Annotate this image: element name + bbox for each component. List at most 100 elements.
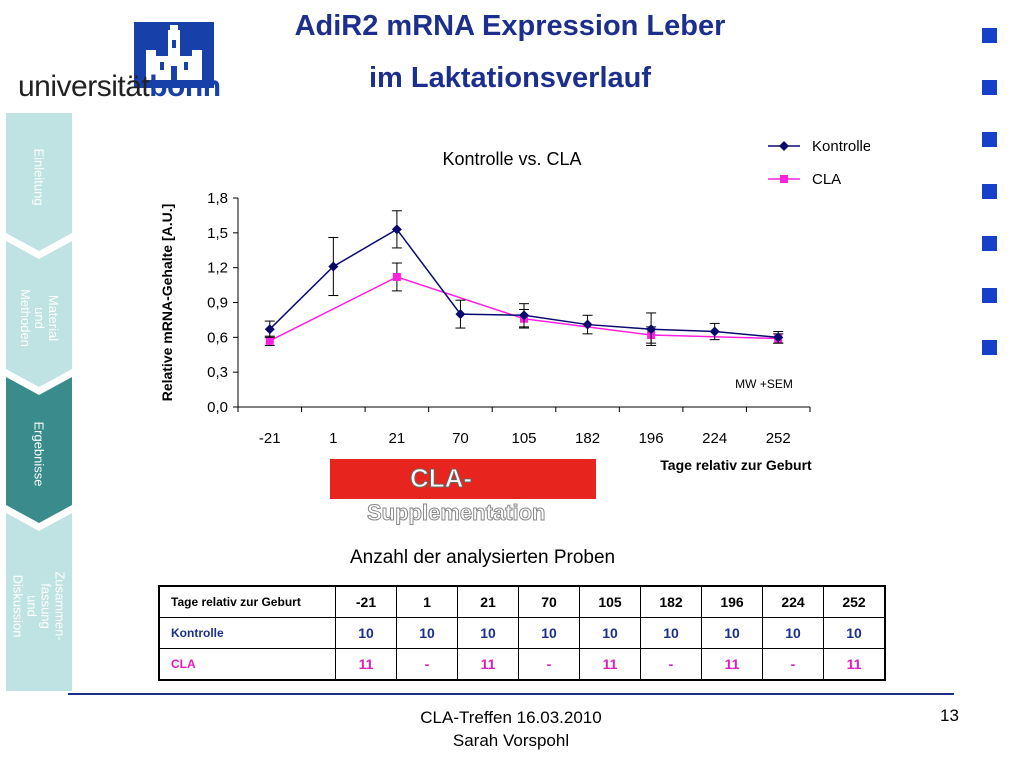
data-point-kontrolle (709, 326, 720, 337)
x-tick-label: 1 (329, 430, 337, 447)
table-cell: 10 (640, 617, 702, 649)
section-navigation-shapes (6, 113, 72, 691)
y-tick-label: 1,5 (207, 225, 228, 242)
footer-divider (68, 693, 954, 695)
nav-item-label: Einleitung (31, 148, 47, 206)
logo-wordmark: universitätbonn (18, 70, 221, 103)
footer-event: CLA-Treffen 16.03.2010 (420, 708, 602, 727)
legend-marker (779, 141, 789, 151)
footer-credits: CLA-Treffen 16.03.2010 Sarah Vorspohl (380, 706, 642, 752)
table-row-label: Tage relativ zur Geburt (158, 585, 336, 618)
square-icon (982, 340, 997, 355)
table-row-label: Kontrolle (158, 617, 336, 649)
data-point-kontrolle (582, 319, 593, 330)
expression-line-chart: Kontrolle vs. CLA 0,0 0,3 0,6 0,9 1,2 1,5 1,8 -2… (159, 138, 870, 473)
nav-shape-ergebnisse (6, 377, 72, 523)
y-tick-label: 0,6 (207, 329, 228, 346)
nav-item-label: Ergebnisse (31, 421, 47, 487)
decorative-square-column (982, 28, 998, 392)
y-tick-label: 1,2 (207, 260, 228, 277)
data-point-kontrolle (773, 332, 784, 343)
table-cell: 10 (579, 617, 641, 649)
x-tick-label: 70 (452, 430, 469, 447)
data-point-kontrolle (328, 261, 339, 272)
table-cell: 105 (579, 585, 641, 618)
y-axis-label: Relative mRNA-Gehalte [A.U.] (159, 204, 175, 402)
table-row-header: Tage relativ zur Geburt -21 1 21 70 105 … (158, 585, 886, 618)
x-tick-label: -21 (259, 430, 281, 447)
table-cell: 11 (579, 648, 641, 681)
section-navigation: Einleitung Material und Methoden Ergebni… (6, 113, 72, 691)
cla-supplementation-box (330, 459, 596, 499)
table-cell: 252 (823, 585, 886, 618)
nav-item-einleitung[interactable]: Einleitung (6, 113, 72, 241)
y-tick-label: 0,3 (207, 364, 228, 381)
table-row-label: CLA (158, 648, 336, 681)
nav-item-label: Zusammen-fassung und Diskussion (11, 571, 69, 641)
data-point-kontrolle (519, 310, 529, 321)
table-cell: 182 (640, 585, 702, 618)
table-cell: 70 (518, 585, 580, 618)
x-tick-label: 182 (575, 430, 600, 447)
y-tick-label: 1,8 (207, 190, 228, 207)
square-icon (982, 28, 997, 43)
table-cell: 21 (457, 585, 519, 618)
data-point-kontrolle (264, 324, 275, 335)
table-cell: 10 (518, 617, 580, 649)
university-building-icon (134, 22, 214, 88)
table-cell: - (396, 648, 458, 681)
legend-marker (780, 175, 788, 183)
chart-title: Kontrolle vs. CLA (442, 149, 581, 169)
square-icon (982, 236, 997, 251)
data-point-cla (392, 272, 401, 281)
table-row-kontrolle: Kontrolle 10 10 10 10 10 10 10 10 10 (158, 617, 886, 649)
table-cell: 10 (823, 617, 886, 649)
table-cell: 224 (762, 585, 824, 618)
nav-shape-einleitung (6, 113, 72, 251)
page-number: 13 (940, 706, 959, 725)
legend-label: CLA (812, 171, 841, 188)
university-logo: universitätbonn (12, 22, 221, 103)
nav-shape-material (6, 241, 72, 387)
footer-author: Sarah Vorspohl (452, 731, 570, 750)
table-cell: 10 (396, 617, 458, 649)
x-tick-label: 105 (511, 430, 536, 447)
square-icon (982, 288, 997, 303)
table-cell: 10 (335, 617, 397, 649)
table-cell: - (762, 648, 824, 681)
slide-title-line1: AdiR2 mRNA Expression Leber (294, 10, 726, 42)
data-point-kontrolle (646, 324, 657, 335)
table-row-cla: CLA 11 - 11 - 11 - 11 - 11 (158, 648, 886, 681)
x-tick-label: 196 (639, 430, 664, 447)
samples-table-title: Anzahl der analysierten Proben (350, 547, 616, 568)
x-axis-label: Tage relativ zur Geburt (660, 457, 812, 473)
table-cell: 10 (701, 617, 763, 649)
square-icon (982, 132, 997, 147)
sem-note: MW +SEM (735, 377, 793, 391)
table-cell: 11 (335, 648, 397, 681)
samples-table: Tage relativ zur Geburt -21 1 21 70 105 … (158, 585, 886, 681)
table-cell: 11 (457, 648, 519, 681)
table-cell: 10 (762, 617, 824, 649)
nav-item-zusammenfassung[interactable]: Zusammen-fassung und Diskussion (6, 531, 72, 681)
cla-supplementation-label-line2: Supplementation (366, 500, 546, 526)
legend-label: Kontrolle (812, 138, 870, 155)
table-cell: 196 (701, 585, 763, 618)
table-cell: 1 (396, 585, 458, 618)
nav-shape-zusammenfassung (6, 513, 72, 691)
table-cell: - (518, 648, 580, 681)
nav-item-material-methoden[interactable]: Material und Methoden (6, 259, 72, 377)
x-tick-label: 21 (389, 430, 406, 447)
y-tick-label: 0,0 (207, 399, 228, 416)
square-icon (982, 184, 997, 199)
nav-item-ergebnisse[interactable]: Ergebnisse (6, 395, 72, 513)
table-cell: 11 (823, 648, 886, 681)
nav-item-label: Material und Methoden (18, 289, 61, 347)
x-tick-label: 224 (702, 430, 727, 447)
table-cell: -21 (335, 585, 397, 618)
square-icon (982, 80, 997, 95)
slide-title-line2: im Laktationsverlauf (368, 62, 652, 94)
data-point-kontrolle (391, 224, 402, 235)
x-tick-label: 252 (766, 430, 791, 447)
data-point-kontrolle (455, 309, 466, 320)
